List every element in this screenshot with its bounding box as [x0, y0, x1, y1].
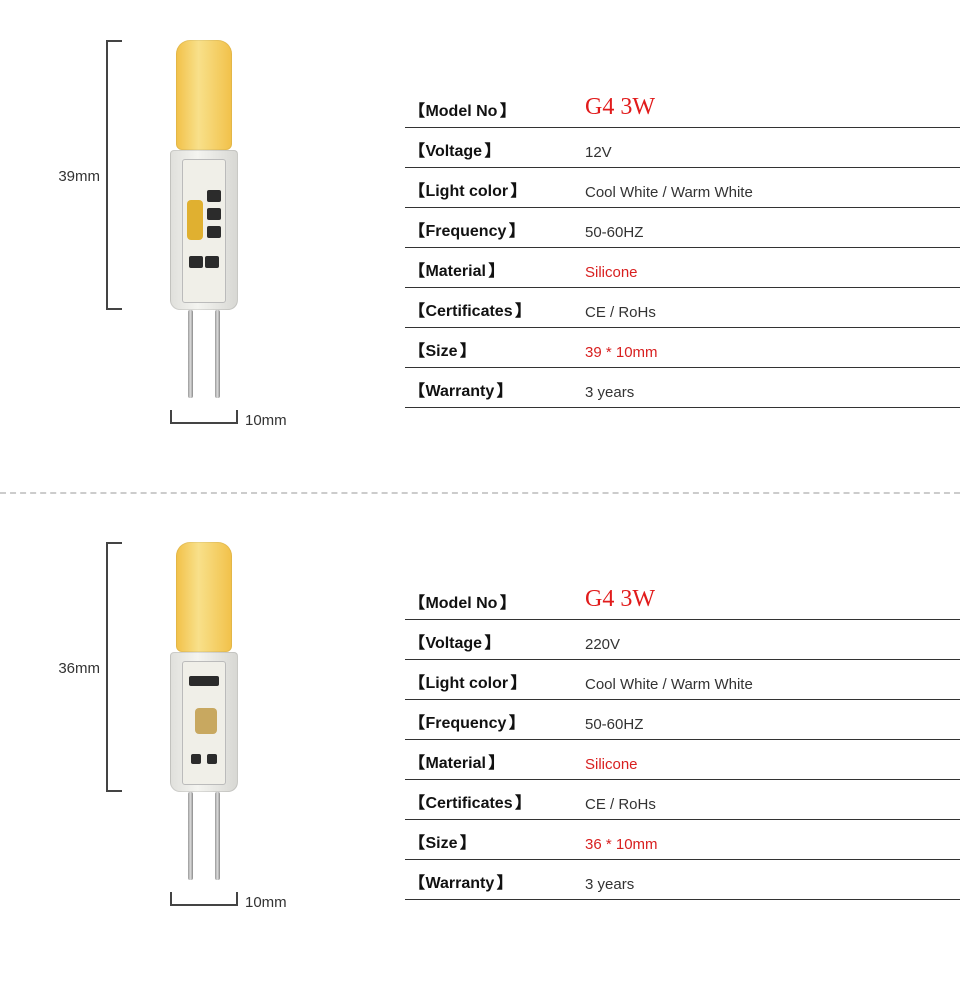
spec-value: G4 3W [585, 94, 960, 127]
spec-row-size: Size 39 * 10mm [405, 328, 960, 368]
spec-label: Size [405, 829, 585, 859]
spec-value: G4 3W [585, 586, 960, 619]
spec-value: 50-60HZ [585, 224, 960, 247]
spec-value: Cool White / Warm White [585, 676, 960, 699]
spec-table: Model No G4 3W Voltage 220V Light color … [405, 580, 960, 900]
spec-value: Cool White / Warm White [585, 184, 960, 207]
bulb-pin [188, 310, 193, 398]
bulb-pin [215, 792, 220, 880]
spec-row-frequency: Frequency 50-60HZ [405, 700, 960, 740]
spec-label: Voltage [405, 629, 585, 659]
width-bracket [170, 892, 238, 906]
chip-icon [191, 754, 201, 764]
bulb-pcb [182, 661, 226, 785]
spec-row-model: Model No G4 3W [405, 88, 960, 128]
bulb-pin [188, 792, 193, 880]
spec-table: Model No G4 3W Voltage 12V Light color C… [405, 88, 960, 408]
width-bracket [170, 410, 238, 424]
spec-row-voltage: Voltage 220V [405, 620, 960, 660]
bulb-pcb [182, 159, 226, 303]
spec-label: Material [405, 257, 585, 287]
spec-row-frequency: Frequency 50-60HZ [405, 208, 960, 248]
spec-label: Model No [405, 589, 585, 619]
product-diagram: 36mm 10mm [40, 542, 360, 982]
chip-icon [189, 676, 219, 686]
chip-icon [207, 190, 221, 202]
spec-label: Warranty [405, 869, 585, 899]
spec-value: 3 years [585, 384, 960, 407]
height-label: 36mm [40, 660, 100, 677]
spec-label: Light color [405, 669, 585, 699]
capacitor-icon [187, 200, 203, 240]
spec-value: Silicone [585, 264, 960, 287]
bulb-led-top [176, 542, 232, 652]
spec-value: 220V [585, 636, 960, 659]
spec-row-voltage: Voltage 12V [405, 128, 960, 168]
height-bracket [106, 40, 122, 310]
bulb-body [170, 150, 238, 310]
spec-value: 50-60HZ [585, 716, 960, 739]
spec-value: 3 years [585, 876, 960, 899]
spec-value: 36 * 10mm [585, 836, 960, 859]
spec-value: CE / RoHs [585, 304, 960, 327]
spec-row-model: Model No G4 3W [405, 580, 960, 620]
spec-row-material: Material Silicone [405, 740, 960, 780]
spec-label: Model No [405, 97, 585, 127]
chip-icon [207, 226, 221, 238]
spec-label: Material [405, 749, 585, 779]
chip-icon [207, 754, 217, 764]
height-label: 39mm [40, 168, 100, 185]
bulb-pin [215, 310, 220, 398]
spec-row-warranty: Warranty 3 years [405, 860, 960, 900]
spec-label: Certificates [405, 297, 585, 327]
spec-row-lightcolor: Light color Cool White / Warm White [405, 168, 960, 208]
chip-icon [207, 208, 221, 220]
height-bracket [106, 542, 122, 792]
bulb-illustration [170, 40, 238, 310]
chip-icon [189, 256, 203, 268]
spec-value: 39 * 10mm [585, 344, 960, 367]
spec-label: Frequency [405, 217, 585, 247]
spec-label: Certificates [405, 789, 585, 819]
spec-label: Warranty [405, 377, 585, 407]
spec-value: 12V [585, 144, 960, 167]
spec-row-warranty: Warranty 3 years [405, 368, 960, 408]
bulb-illustration [170, 542, 238, 792]
spec-label: Voltage [405, 137, 585, 167]
spec-label: Light color [405, 177, 585, 207]
spec-value: CE / RoHs [585, 796, 960, 819]
chip-icon [205, 256, 219, 268]
spec-row-certificates: Certificates CE / RoHs [405, 288, 960, 328]
spec-value: Silicone [585, 756, 960, 779]
product-section-2: 36mm 10mm Model No G4 3W Voltage 22 [0, 492, 960, 984]
bulb-led-top [176, 40, 232, 150]
spec-row-size: Size 36 * 10mm [405, 820, 960, 860]
capacitor-icon [195, 708, 217, 734]
spec-row-material: Material Silicone [405, 248, 960, 288]
product-section-1: 39mm 10mm Model No G4 3W [0, 0, 960, 492]
bulb-body [170, 652, 238, 792]
spec-label: Size [405, 337, 585, 367]
spec-row-lightcolor: Light color Cool White / Warm White [405, 660, 960, 700]
spec-row-certificates: Certificates CE / RoHs [405, 780, 960, 820]
product-diagram: 39mm 10mm [40, 40, 360, 480]
width-label: 10mm [245, 894, 287, 911]
width-label: 10mm [245, 412, 287, 429]
spec-label: Frequency [405, 709, 585, 739]
